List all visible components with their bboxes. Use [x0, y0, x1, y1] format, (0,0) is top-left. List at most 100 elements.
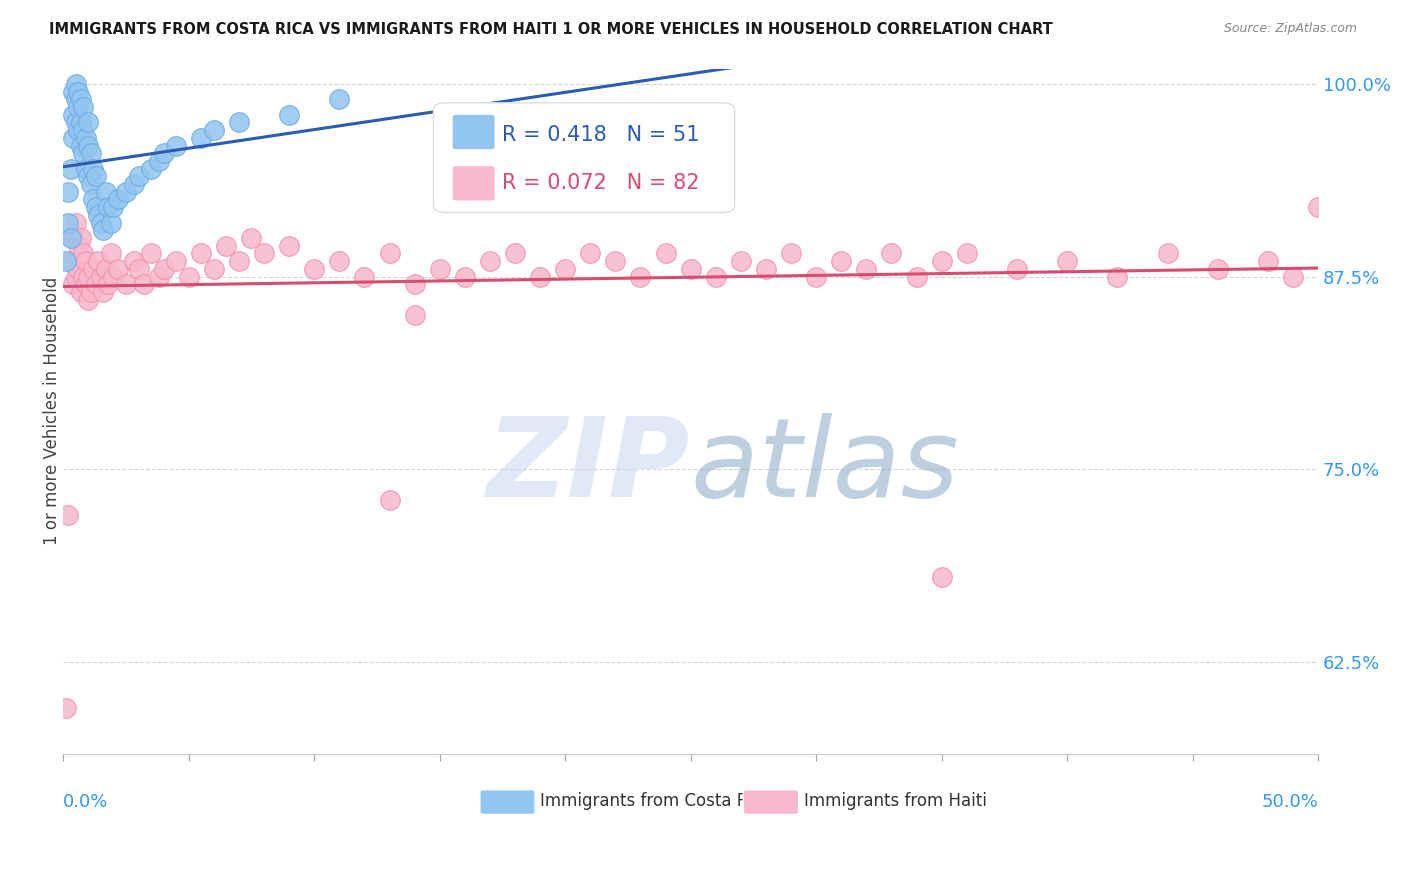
Point [107, 193, 129, 207]
Point [97, 200, 120, 214]
Point [1308, 200, 1330, 214]
Point [72, 100, 94, 114]
Point [58, 216, 80, 230]
Point [77, 269, 100, 284]
Point [228, 254, 250, 268]
Point [404, 277, 426, 292]
Point [82, 261, 104, 276]
Point [165, 138, 187, 153]
Point [93, 223, 115, 237]
Point [62, 131, 84, 145]
Point [931, 254, 953, 268]
FancyBboxPatch shape [433, 103, 734, 212]
Point [87, 208, 110, 222]
Point [378, 492, 401, 507]
Point [1056, 254, 1078, 268]
Point [190, 246, 212, 260]
Point [605, 254, 627, 268]
Point [80, 146, 103, 161]
FancyBboxPatch shape [744, 789, 799, 814]
Point [454, 269, 477, 284]
Point [880, 246, 903, 260]
Point [905, 269, 928, 284]
Point [152, 146, 174, 161]
Point [128, 169, 150, 184]
Point [59, 161, 82, 176]
Point [75, 254, 97, 268]
Text: R = 0.418   N = 51: R = 0.418 N = 51 [502, 125, 700, 145]
Point [122, 254, 145, 268]
Point [82, 161, 104, 176]
Point [148, 269, 170, 284]
Point [122, 177, 145, 191]
Point [75, 161, 97, 176]
Point [931, 570, 953, 584]
Point [278, 238, 301, 252]
Point [69, 138, 91, 153]
Point [72, 146, 94, 161]
Point [62, 108, 84, 122]
Point [855, 261, 877, 276]
Point [128, 261, 150, 276]
Point [72, 123, 94, 137]
Point [103, 269, 125, 284]
Point [132, 277, 155, 292]
Point [80, 177, 103, 191]
Point [253, 246, 276, 260]
Y-axis label: 1 or more Vehicles in Household: 1 or more Vehicles in Household [44, 277, 60, 545]
Point [94, 261, 117, 276]
Point [328, 92, 350, 106]
Point [93, 285, 115, 299]
Point [165, 254, 187, 268]
Point [59, 231, 82, 245]
Point [103, 200, 125, 214]
Point [529, 269, 551, 284]
Point [378, 246, 401, 260]
Text: 0.0%: 0.0% [63, 793, 108, 811]
Point [503, 246, 526, 260]
Point [202, 261, 225, 276]
Point [67, 238, 90, 252]
Point [69, 231, 91, 245]
Point [84, 169, 107, 184]
Point [72, 246, 94, 260]
Point [1156, 246, 1178, 260]
Point [115, 277, 138, 292]
Point [77, 115, 100, 129]
Point [228, 115, 250, 129]
Point [55, 254, 77, 268]
Point [579, 246, 602, 260]
Point [65, 115, 87, 129]
Point [429, 261, 451, 276]
Point [87, 254, 110, 268]
Point [478, 254, 501, 268]
Point [630, 269, 652, 284]
Point [62, 277, 84, 292]
Point [69, 285, 91, 299]
Point [202, 123, 225, 137]
Point [58, 185, 80, 199]
Point [62, 231, 84, 245]
Point [69, 92, 91, 106]
Point [554, 261, 576, 276]
FancyBboxPatch shape [479, 789, 536, 814]
Point [58, 508, 80, 523]
Point [328, 254, 350, 268]
Point [72, 269, 94, 284]
Text: Source: ZipAtlas.com: Source: ZipAtlas.com [1223, 22, 1357, 36]
Point [780, 246, 803, 260]
Point [190, 131, 212, 145]
Text: ZIP: ZIP [488, 413, 690, 520]
Point [100, 216, 122, 230]
Point [177, 269, 200, 284]
Point [65, 92, 87, 106]
Point [956, 246, 979, 260]
Point [1257, 254, 1279, 268]
Point [215, 238, 238, 252]
Point [59, 254, 82, 268]
Point [77, 138, 100, 153]
Point [804, 269, 827, 284]
Point [84, 200, 107, 214]
Point [67, 123, 90, 137]
Point [139, 246, 162, 260]
